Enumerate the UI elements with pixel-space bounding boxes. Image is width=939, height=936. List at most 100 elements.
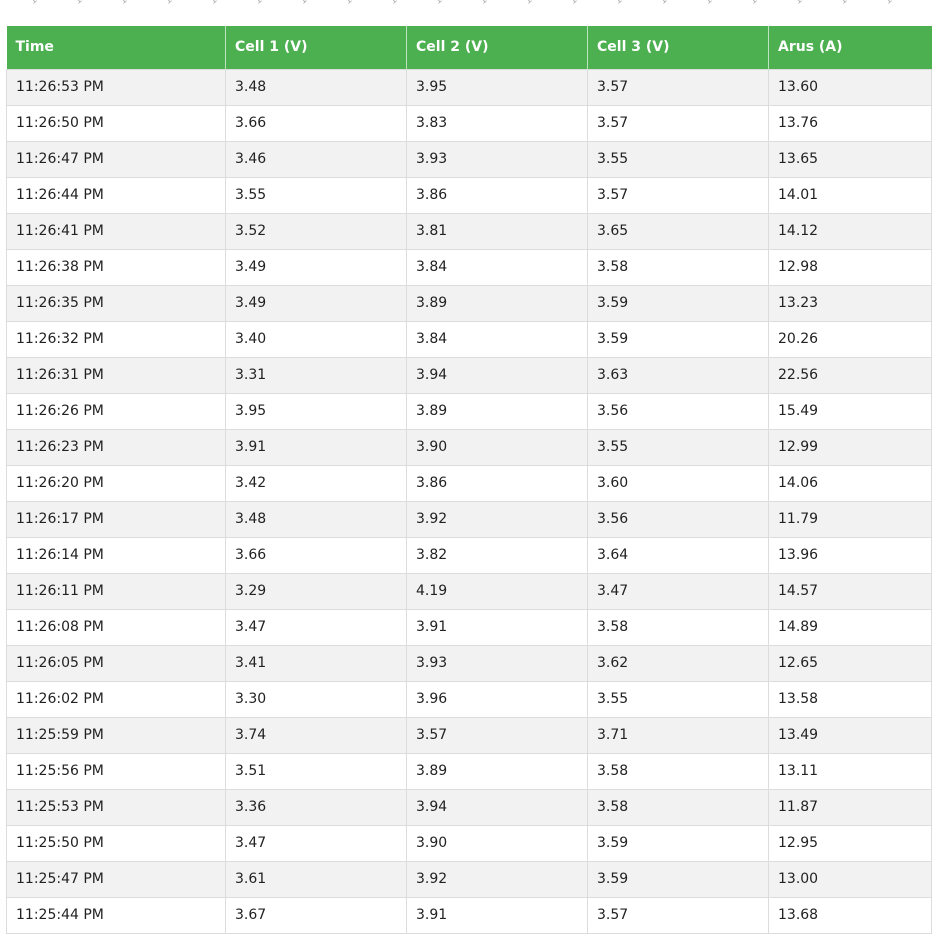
- table-row: 11:26:23 PM 3.91 3.90 3.55 12.99: [6, 428, 932, 466]
- table-cell: 3.81: [406, 212, 588, 250]
- table-cell: 3.64: [587, 536, 769, 574]
- table-cell: 3.90: [406, 824, 588, 862]
- table-cell: 3.65: [587, 212, 769, 250]
- tick-label: 1.: [838, 0, 852, 7]
- tick-label: 1.: [208, 0, 222, 7]
- table-cell: 11:26:32 PM: [6, 320, 226, 358]
- tick-label: 1.: [433, 0, 447, 7]
- table-row: 11:25:50 PM 3.47 3.90 3.59 12.95: [6, 824, 932, 862]
- table-cell: 3.57: [587, 68, 769, 106]
- table-cell: 3.86: [406, 464, 588, 502]
- tick-label: 1.: [568, 0, 582, 7]
- table-cell: 11:26:44 PM: [6, 176, 226, 214]
- table-cell: 3.41: [225, 644, 407, 682]
- table-cell: 3.96: [406, 680, 588, 718]
- table-cell: 14.89: [768, 608, 932, 646]
- table-cell: 3.60: [587, 464, 769, 502]
- table-cell: 11:26:47 PM: [6, 140, 226, 178]
- column-header: Cell 2 (V): [406, 26, 588, 69]
- table-cell: 3.89: [406, 284, 588, 322]
- table-cell: 3.48: [225, 500, 407, 538]
- table-cell: 11:26:38 PM: [6, 248, 226, 286]
- column-header: Cell 3 (V): [587, 26, 769, 69]
- table-cell: 3.49: [225, 284, 407, 322]
- table-cell: 3.59: [587, 824, 769, 862]
- table-cell: 11:25:56 PM: [6, 752, 226, 790]
- table-cell: 13.65: [768, 140, 932, 178]
- table-cell: 3.49: [225, 248, 407, 286]
- table-cell: 3.58: [587, 248, 769, 286]
- table-cell: 3.58: [587, 788, 769, 826]
- tick-label: 1.: [793, 0, 807, 7]
- table-cell: 3.58: [587, 608, 769, 646]
- table-cell: 3.52: [225, 212, 407, 250]
- tick-label: 1.: [73, 0, 87, 7]
- table-row: 11:26:44 PM 3.55 3.86 3.57 14.01: [6, 176, 932, 214]
- table-cell: 11:26:05 PM: [6, 644, 226, 682]
- tick-label: 1.: [163, 0, 177, 7]
- table-row: 11:26:32 PM 3.40 3.84 3.59 20.26: [6, 320, 932, 358]
- table-cell: 3.89: [406, 392, 588, 430]
- table-cell: 12.99: [768, 428, 932, 466]
- table-cell: 3.46: [225, 140, 407, 178]
- table-cell: 13.00: [768, 860, 932, 898]
- table-cell: 15.49: [768, 392, 932, 430]
- table-cell: 3.30: [225, 680, 407, 718]
- table-cell: 3.84: [406, 320, 588, 358]
- tick-label: 1.: [298, 0, 312, 7]
- table-row: 11:26:35 PM 3.49 3.89 3.59 13.23: [6, 284, 932, 322]
- table-cell: 20.26: [768, 320, 932, 358]
- table-cell: 3.36: [225, 788, 407, 826]
- table-cell: 12.65: [768, 644, 932, 682]
- tick-label: 1.: [253, 0, 267, 7]
- table-cell: 11:25:50 PM: [6, 824, 226, 862]
- tick-label: 1.: [748, 0, 762, 7]
- table-cell: 3.91: [406, 608, 588, 646]
- table-cell: 3.93: [406, 140, 588, 178]
- table-cell: 3.59: [587, 320, 769, 358]
- table-cell: 14.57: [768, 572, 932, 610]
- table-cell: 3.58: [587, 752, 769, 790]
- table-cell: 3.95: [406, 68, 588, 106]
- table-cell: 11:26:26 PM: [6, 392, 226, 430]
- table-cell: 3.95: [225, 392, 407, 430]
- table-cell: 3.86: [406, 176, 588, 214]
- table-cell: 11:26:20 PM: [6, 464, 226, 502]
- table-cell: 3.57: [587, 176, 769, 214]
- table-row: 11:25:47 PM 3.61 3.92 3.59 13.00: [6, 860, 932, 898]
- table-cell: 3.40: [225, 320, 407, 358]
- tick-label: 1.: [478, 0, 492, 7]
- table-cell: 3.48: [225, 68, 407, 106]
- table-cell: 13.23: [768, 284, 932, 322]
- table-cell: 3.55: [587, 140, 769, 178]
- table-cell: 13.60: [768, 68, 932, 106]
- table-cell: 3.62: [587, 644, 769, 682]
- table-cell: 11.87: [768, 788, 932, 826]
- table-cell: 3.55: [587, 428, 769, 466]
- table-cell: 3.57: [587, 896, 769, 934]
- table-cell: 3.57: [406, 716, 588, 754]
- table-cell: 3.61: [225, 860, 407, 898]
- table-cell: 3.89: [406, 752, 588, 790]
- table-row: 11:26:08 PM 3.47 3.91 3.58 14.89: [6, 608, 932, 646]
- tick-label: 1.: [343, 0, 357, 7]
- table-cell: 11:25:44 PM: [6, 896, 226, 934]
- table-body: 11:26:53 PM 3.48 3.95 3.57 13.60 11:26:50 PM 3…: [6, 68, 932, 934]
- table-row: 11:26:50 PM 3.66 3.83 3.57 13.76: [6, 104, 932, 142]
- table-cell: 13.49: [768, 716, 932, 754]
- table-cell: 13.96: [768, 536, 932, 574]
- tick-label: 1.: [28, 0, 42, 7]
- table-cell: 11:26:35 PM: [6, 284, 226, 322]
- table-cell: 3.51: [225, 752, 407, 790]
- chart-tick-labels-cutoff: 1. 1. 1. 1. 1. 1. 1. 1. 1. 1. 1. 1. 1. 1. 1. 1. 1. 1. 1. 1.: [0, 0, 939, 26]
- table-row: 11:25:56 PM 3.51 3.89 3.58 13.11: [6, 752, 932, 790]
- table-cell: 3.59: [587, 284, 769, 322]
- table-cell: 11:25:47 PM: [6, 860, 226, 898]
- table-cell: 13.58: [768, 680, 932, 718]
- table-cell: 3.66: [225, 104, 407, 142]
- table-cell: 3.59: [587, 860, 769, 898]
- table-cell: 3.31: [225, 356, 407, 394]
- table-row: 11:25:53 PM 3.36 3.94 3.58 11.87: [6, 788, 932, 826]
- table-row: 11:26:14 PM 3.66 3.82 3.64 13.96: [6, 536, 932, 574]
- table-cell: 14.12: [768, 212, 932, 250]
